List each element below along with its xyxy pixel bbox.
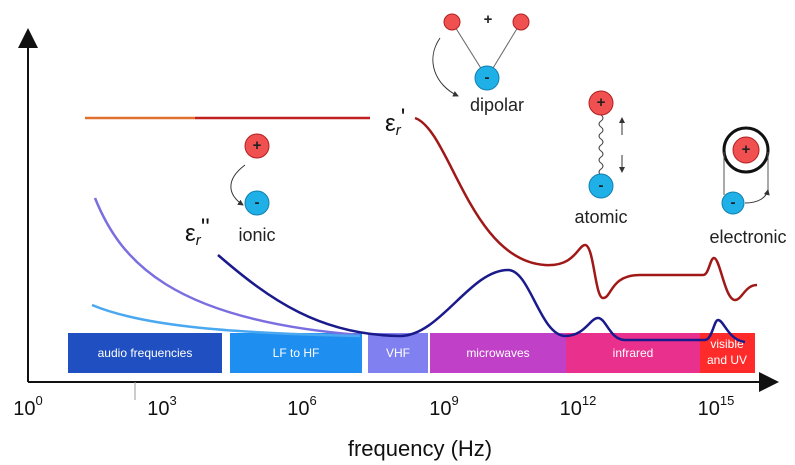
atom: [443, 13, 461, 31]
spring: [598, 114, 604, 182]
charge: +: [253, 137, 262, 154]
orbit: [722, 126, 770, 174]
mechanism-label: ionic: [238, 225, 275, 245]
band-label: microwaves: [466, 346, 529, 360]
band-label: and UV: [707, 353, 747, 367]
atom: [732, 136, 760, 164]
mechanism-label: electronic: [709, 227, 786, 247]
mechanism-label: atomic: [574, 207, 627, 227]
band-label: audio frequencies: [98, 346, 193, 360]
band-label: LF to HF: [273, 346, 320, 360]
tick-label: 100: [13, 393, 42, 420]
atom: [588, 173, 614, 199]
mechanism-label: dipolar: [470, 95, 524, 115]
atom: [721, 191, 745, 215]
tick-base: 10: [287, 398, 309, 420]
tick-base: 10: [429, 398, 451, 420]
atom: [244, 190, 270, 216]
arrow: [432, 37, 459, 97]
charge: -: [599, 177, 604, 194]
charge: +: [484, 11, 493, 28]
x-ticks: 100 103 106 109 1012 1015: [13, 393, 734, 420]
tick-exponent: 3: [170, 393, 177, 408]
band-label: VHF: [386, 346, 410, 360]
bands: audio frequencies LF to HF VHF microwave…: [68, 333, 755, 373]
curve: [93, 197, 361, 337]
band-label: infrared: [613, 346, 654, 360]
arrow: [230, 164, 246, 206]
curve: [91, 303, 361, 338]
atom: [512, 13, 530, 31]
charge: -: [485, 69, 490, 86]
tick-label: 109: [429, 393, 458, 420]
band: [700, 333, 755, 373]
tick-label: 106: [287, 393, 316, 420]
charge: -: [255, 194, 260, 211]
curve-label: εr'': [185, 214, 210, 249]
band: [430, 333, 566, 373]
atom: [474, 65, 500, 91]
curve-label: εr': [385, 104, 405, 139]
arrow: [744, 189, 770, 204]
band-label: visible: [710, 337, 744, 351]
tick-exponent: 15: [720, 393, 734, 408]
tick-exponent: 9: [452, 393, 459, 408]
band: [230, 333, 362, 373]
curve: [217, 254, 746, 344]
tick-base: 10: [13, 398, 35, 420]
tick-exponent: 6: [310, 393, 317, 408]
charge: +: [597, 94, 606, 111]
atom: [588, 90, 614, 116]
tick-base: 10: [147, 398, 169, 420]
tick-label: 103: [147, 393, 176, 420]
tick-exponent: 0: [36, 393, 43, 408]
tick-base: 10: [698, 398, 720, 420]
tick-label: 1012: [560, 393, 597, 420]
band: [68, 333, 222, 373]
axis-label: frequency (Hz): [348, 436, 492, 461]
atom: [244, 133, 270, 159]
tick-label: 1015: [698, 393, 735, 420]
tick-exponent: 12: [582, 393, 596, 408]
band: [368, 333, 428, 373]
charge: -: [731, 194, 736, 211]
tick-base: 10: [560, 398, 582, 420]
curve: [414, 116, 758, 302]
charge: +: [742, 141, 751, 158]
